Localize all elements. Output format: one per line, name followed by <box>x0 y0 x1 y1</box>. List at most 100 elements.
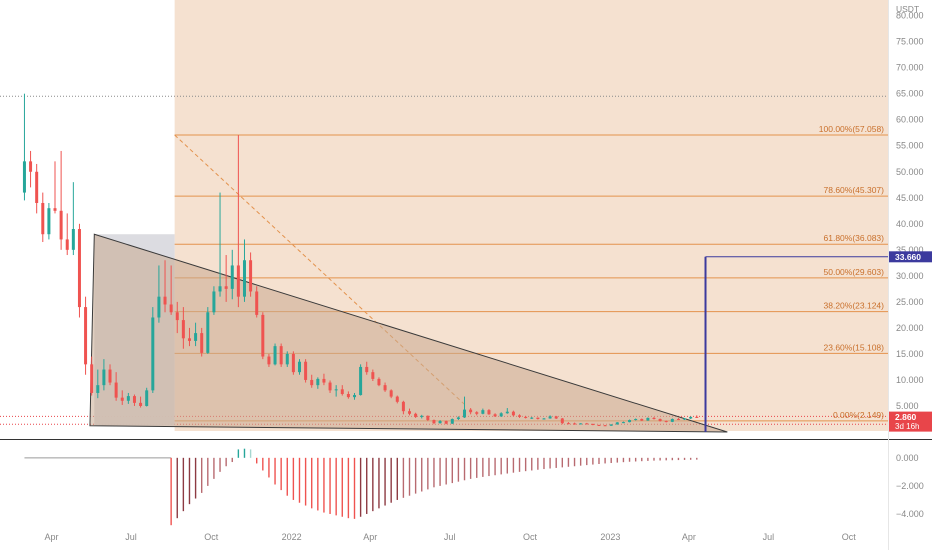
y-tick-label: 20.000 <box>896 323 924 333</box>
candle-body <box>414 413 418 417</box>
candle-body <box>169 304 173 313</box>
candle-body <box>585 423 589 425</box>
candle-body <box>114 382 118 398</box>
candle-body <box>139 402 143 406</box>
osc-tick-label: 0.000 <box>896 453 919 463</box>
candle-body <box>658 418 662 422</box>
candle-body <box>683 418 687 420</box>
osc-tick-label: −4.000 <box>896 509 924 519</box>
candle-body <box>102 369 106 386</box>
candle-body <box>689 416 693 419</box>
candle-body <box>487 410 491 415</box>
candle-body <box>450 418 454 424</box>
candle-body <box>676 418 680 420</box>
candle-body <box>359 366 363 396</box>
candle-body <box>664 421 668 423</box>
candle-body <box>377 378 381 386</box>
candle-body <box>108 369 112 383</box>
candle-body <box>322 378 326 383</box>
currency-label: USDT <box>896 4 919 14</box>
candle-body <box>524 416 528 418</box>
candle-body <box>591 423 595 425</box>
x-tick-label: Oct <box>842 532 857 542</box>
osc-tick-label: −2.000 <box>896 481 924 491</box>
candle-body <box>444 421 448 424</box>
candle-body <box>371 372 375 379</box>
candle-body <box>120 397 124 401</box>
candle-body <box>273 346 277 365</box>
candle-body <box>432 420 436 424</box>
candle-body <box>41 202 45 235</box>
candle-body <box>463 409 467 418</box>
candle-body <box>279 346 283 365</box>
candle-body <box>518 415 522 417</box>
candle-body <box>365 366 369 373</box>
candle-body <box>151 317 155 391</box>
candle-body <box>609 424 613 426</box>
candle-body <box>469 409 473 413</box>
candle-body <box>554 416 558 419</box>
price-tag-label: 2.860 <box>895 412 917 422</box>
candle-body <box>670 418 674 422</box>
candle-body <box>291 353 295 373</box>
overlay-layer <box>704 256 888 432</box>
candle-body <box>22 161 26 193</box>
candle-body <box>560 418 564 424</box>
candle-body <box>132 396 136 403</box>
candle-body <box>145 390 149 406</box>
y-tick-label: 15.000 <box>896 349 924 359</box>
candle-body <box>505 411 509 414</box>
candle-body <box>84 307 88 365</box>
candle-body <box>426 415 430 421</box>
x-tick-label: Oct <box>204 532 219 542</box>
x-tick-label: 2023 <box>600 532 620 542</box>
candle-body <box>499 413 503 417</box>
candle-body <box>652 417 656 419</box>
candle-body <box>695 416 699 418</box>
candle-body <box>640 418 644 421</box>
y-tick-label: 80.000 <box>896 11 924 21</box>
candle-body <box>126 396 130 401</box>
y-tick-label: 10.000 <box>896 375 924 385</box>
candle-body <box>230 265 234 289</box>
x-tick-label: Jul <box>125 532 137 542</box>
candle-body <box>65 239 69 250</box>
candle-body <box>456 417 460 419</box>
candle-body <box>206 312 210 353</box>
candle-body <box>35 171 39 203</box>
candle-body <box>212 291 216 313</box>
candle-body <box>242 260 246 297</box>
candle-body <box>267 356 271 365</box>
candle-body <box>603 425 607 427</box>
axis-layer: USDT 5.000 10.000 15.000 20.000 25.000 30.000 3… <box>45 4 932 542</box>
candle-body <box>389 390 393 397</box>
x-tick-label: Jul <box>763 532 775 542</box>
candle-body <box>261 314 265 357</box>
y-tick-label: 60.000 <box>896 115 924 125</box>
candle-body <box>328 382 332 391</box>
y-tick-label: 50.000 <box>896 167 924 177</box>
candle-body <box>47 208 51 235</box>
y-tick-label: 65.000 <box>896 89 924 99</box>
y-tick-label: 30.000 <box>896 271 924 281</box>
candle-body <box>579 423 583 425</box>
candle-body <box>481 410 485 414</box>
oscillator-layer <box>24 448 698 526</box>
candle-body <box>304 361 308 380</box>
price-tag-countdown: 3d 16h <box>895 422 919 431</box>
x-tick-label: Apr <box>363 532 377 542</box>
x-tick-label: Oct <box>523 532 538 542</box>
candle-body <box>71 229 75 250</box>
candle-body <box>181 320 185 339</box>
y-tick-label: 70.000 <box>896 63 924 73</box>
candle-body <box>438 421 442 424</box>
candle-body <box>310 379 314 386</box>
candle-body <box>175 312 179 321</box>
candle-body <box>96 385 100 393</box>
candle-body <box>29 161 33 172</box>
x-tick-label: Jul <box>444 532 456 542</box>
y-tick-label: 35.000 <box>896 245 924 255</box>
candle-body <box>573 423 577 425</box>
